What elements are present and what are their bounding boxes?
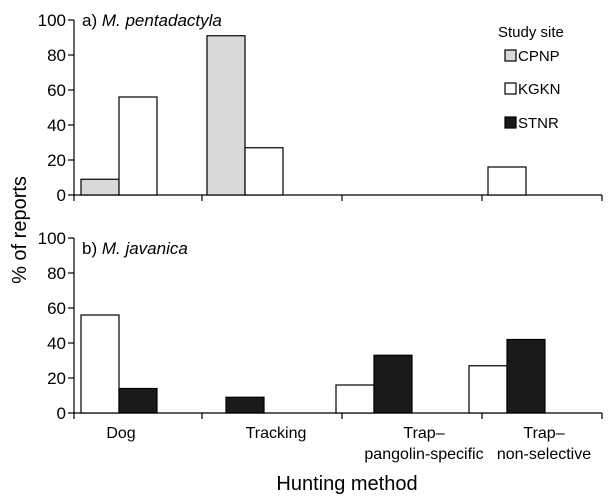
bar-kgkn: [468, 365, 508, 414]
x-tick-label-trap-specific: Trap–: [403, 425, 444, 442]
bar-stnr: [506, 338, 546, 414]
legend-label-cpnp: CPNP: [518, 48, 560, 65]
bar-kgkn: [244, 147, 284, 196]
panel-b-title: b) M. javanica: [82, 239, 188, 258]
panel-a-title: a) M. pentadactyla: [82, 11, 222, 30]
y-tick-label: 60: [47, 299, 66, 318]
y-tick-label: 20: [47, 369, 66, 388]
bar-stnr: [373, 354, 413, 414]
bar-kgkn: [80, 314, 120, 414]
x-tick-label-tracking: Tracking: [246, 425, 307, 442]
bar-stnr: [225, 396, 265, 414]
legend-swatch-stnr: [504, 116, 517, 129]
panel-b-species: M. javanica: [102, 239, 188, 258]
panel-a-prefix: a): [82, 11, 102, 30]
y-tick-label: 100: [38, 229, 66, 248]
legend-label-kgkn: KGKN: [518, 81, 561, 98]
y-tick-label: 80: [47, 46, 66, 65]
y-tick-label: 80: [47, 264, 66, 283]
bar-cpnp: [80, 178, 120, 196]
panel-b-prefix: b): [82, 239, 102, 258]
x-axis-title: Hunting method: [276, 473, 417, 495]
x-tick-label-dog: Dog: [106, 425, 135, 442]
panel-a-plot: 0 20 40 60 80 100: [38, 11, 603, 205]
x-tick-label-trap-nonselective: Trap–: [523, 425, 564, 442]
bar-kgkn: [335, 384, 375, 414]
legend-label-stnr: STNR: [518, 115, 559, 132]
legend: Study site CPNP KGKN STNR: [498, 24, 564, 132]
legend-swatch-kgkn: [504, 82, 517, 95]
bar-stnr: [118, 387, 158, 414]
y-tick-label: 0: [57, 404, 66, 423]
x-tick-label-trap-nonselective-line2: non-selective: [497, 446, 591, 463]
y-tick-label: 100: [38, 11, 66, 30]
y-tick-label: 0: [57, 186, 66, 205]
legend-swatch-cpnp: [504, 49, 517, 62]
y-tick-label: 20: [47, 151, 66, 170]
y-tick-label: 60: [47, 81, 66, 100]
bar-cpnp: [206, 35, 246, 196]
y-axis-title: % of reports: [9, 176, 31, 284]
panel-a-species: M. pentadactyla: [102, 11, 222, 30]
y-tick-label: 40: [47, 334, 66, 353]
bar-kgkn: [487, 166, 527, 196]
panel-b-plot: 0 20 40 60 80 100: [38, 229, 603, 423]
y-tick-label: 40: [47, 116, 66, 135]
x-tick-label-trap-specific-line2: pangolin-specific: [364, 446, 483, 463]
legend-title: Study site: [498, 24, 564, 41]
bar-kgkn: [118, 96, 158, 196]
